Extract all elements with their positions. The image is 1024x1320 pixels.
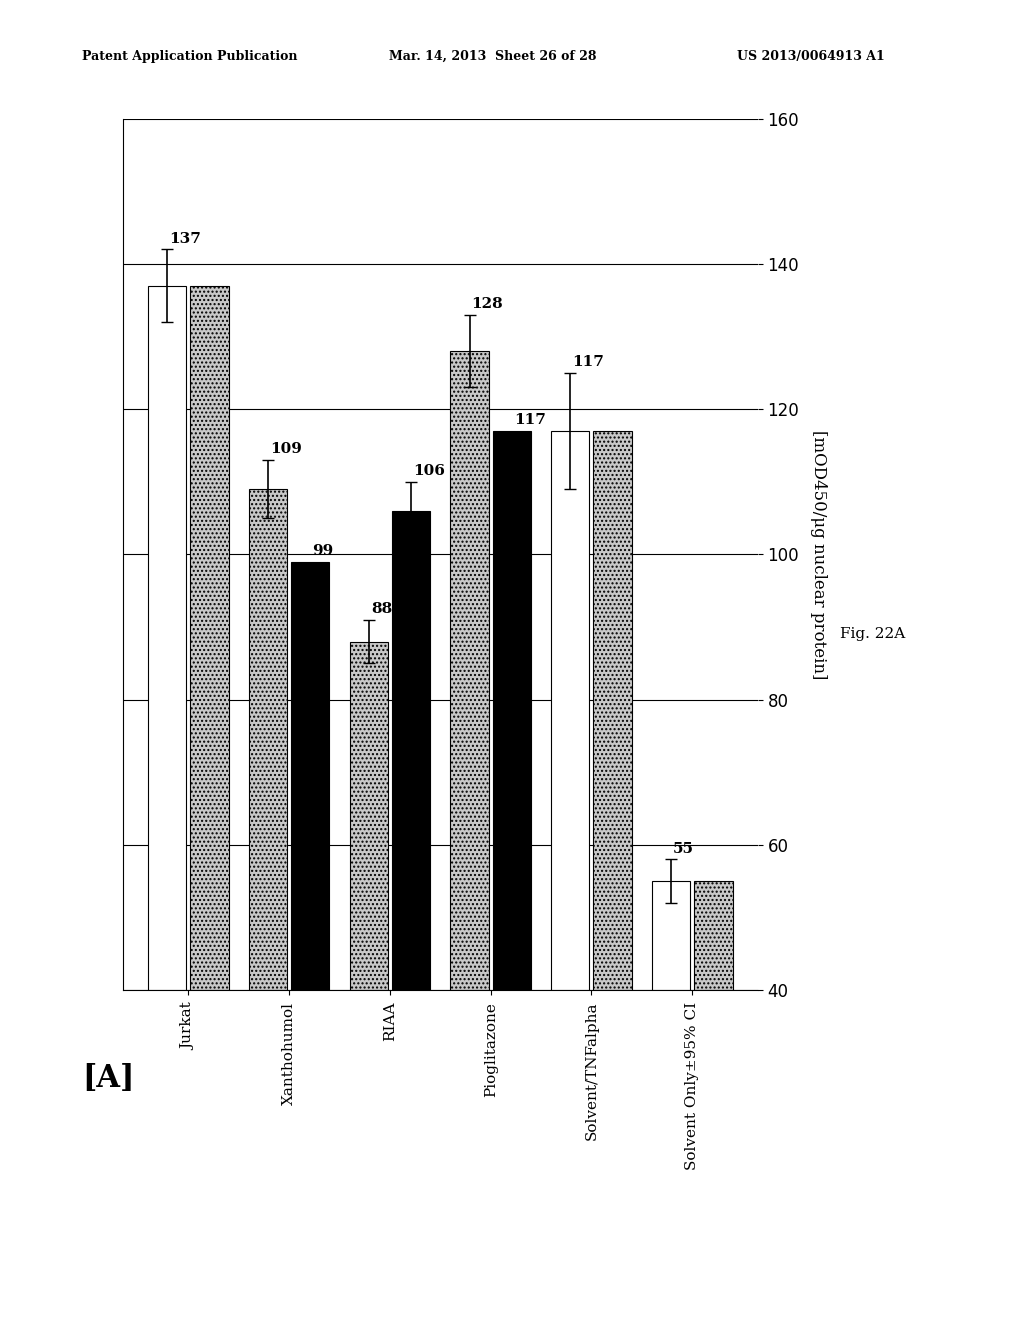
Text: 88: 88: [371, 602, 392, 616]
Bar: [249, 488, 287, 990]
Y-axis label: [mOD450/μg nuclear protein]: [mOD450/μg nuclear protein]: [810, 430, 827, 678]
Text: 128: 128: [472, 297, 504, 312]
Text: [A]: [A]: [82, 1063, 134, 1093]
Bar: [190, 286, 228, 990]
Bar: [291, 561, 330, 990]
Text: 106: 106: [413, 465, 445, 478]
Text: 109: 109: [270, 442, 302, 457]
Bar: [451, 351, 488, 990]
Text: 99: 99: [312, 544, 334, 558]
Bar: [349, 642, 388, 990]
Bar: [392, 511, 430, 990]
Text: 55: 55: [673, 842, 694, 855]
Text: US 2013/0064913 A1: US 2013/0064913 A1: [737, 50, 885, 63]
Bar: [694, 882, 732, 990]
Text: 117: 117: [514, 413, 546, 428]
Text: 137: 137: [169, 232, 201, 246]
Text: 117: 117: [572, 355, 604, 370]
Bar: [652, 882, 690, 990]
Bar: [148, 286, 186, 990]
Bar: [594, 430, 632, 990]
Text: Patent Application Publication: Patent Application Publication: [82, 50, 297, 63]
Bar: [551, 430, 590, 990]
Bar: [493, 430, 531, 990]
Text: Mar. 14, 2013  Sheet 26 of 28: Mar. 14, 2013 Sheet 26 of 28: [389, 50, 597, 63]
Text: Fig. 22A: Fig. 22A: [840, 627, 905, 640]
